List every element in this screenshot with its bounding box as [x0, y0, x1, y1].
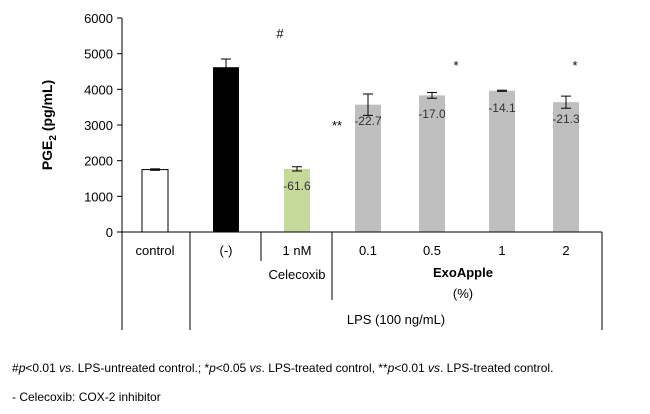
bar: [141, 169, 169, 233]
group-label-celecoxib: Celecoxib: [268, 267, 325, 282]
bars: [122, 58, 602, 233]
fn-part: <0.05: [215, 361, 250, 375]
y-label-main: PGE: [39, 141, 55, 171]
fn-part: p: [18, 361, 26, 375]
fn-part: p: [209, 361, 216, 375]
significance-mark: *: [572, 58, 577, 73]
significance-mark: **: [332, 118, 342, 133]
y-tick-label: 1000: [84, 189, 113, 204]
y-label-sub: 2: [48, 135, 59, 141]
significance-mark: #: [276, 26, 284, 41]
bar: [419, 95, 445, 232]
group-label-lps: LPS (100 ng/mL): [347, 312, 445, 327]
fn-part: vs: [249, 361, 262, 375]
footnote-celecoxib: - Celecoxib: COX-2 inhibitor: [12, 390, 161, 404]
fn-part: <0.01: [25, 361, 60, 375]
bar: [213, 67, 239, 232]
y-tick-label: 5000: [84, 47, 113, 62]
y-tick-label: 4000: [84, 82, 113, 97]
fn-part: <0.01: [394, 361, 429, 375]
x-tick-label: 1: [498, 243, 505, 258]
x-tick-label: 0.1: [359, 243, 377, 258]
y-tick-label: 2000: [84, 154, 113, 169]
y-tick-label: 0: [106, 225, 113, 240]
significance-mark: *: [453, 58, 458, 73]
x-tick-label: 1 nM: [283, 243, 312, 258]
bar: [553, 102, 579, 232]
x-tick-label: control: [135, 243, 174, 258]
bar: [489, 90, 515, 232]
fn-part: vs: [59, 361, 72, 375]
y-axis-label: PGE2 (pg/mL): [39, 80, 59, 170]
y-tick-label: 6000: [84, 11, 113, 26]
y-label-tail: (pg/mL): [39, 80, 55, 135]
fn-part: p: [387, 361, 395, 375]
data-labels: -61.6-22.7 -17.0 -14.1-21.3#*** *: [276, 26, 580, 193]
fn-part: . LPS-treated control, **: [261, 361, 388, 375]
x-tick-label: 0.5: [423, 243, 441, 258]
data-label: -22.7: [354, 114, 382, 128]
bar: [355, 104, 381, 232]
fn-part: #: [12, 361, 19, 375]
fn-part: . LPS-untreated control.; *: [71, 361, 210, 375]
x-tick-label: (-): [220, 243, 233, 258]
footnote-significance: #p<0.01 vs. LPS-untreated control.; *p<0…: [12, 361, 553, 375]
fn-part: . LPS-treated control.: [440, 361, 554, 375]
y-axis: 0 1000 2000 3000 4000 5000 6000: [84, 11, 123, 240]
data-label: -61.6: [283, 179, 311, 193]
group-label-exoapple: ExoApple: [433, 265, 493, 280]
bar: [284, 168, 310, 232]
category-table: control (-) 1 nM 0.1 0.5 1 2 Celecoxib ExoApple (…: [121, 232, 603, 330]
y-tick-label: 3000: [84, 118, 113, 133]
fn-part: vs: [428, 361, 441, 375]
group-label-exoapple-unit: (%): [453, 286, 473, 301]
data-label: -17.0: [418, 107, 446, 121]
x-tick-label: 2: [562, 243, 569, 258]
data-label: -21.3: [552, 112, 580, 126]
data-label: -14.1: [488, 101, 516, 115]
